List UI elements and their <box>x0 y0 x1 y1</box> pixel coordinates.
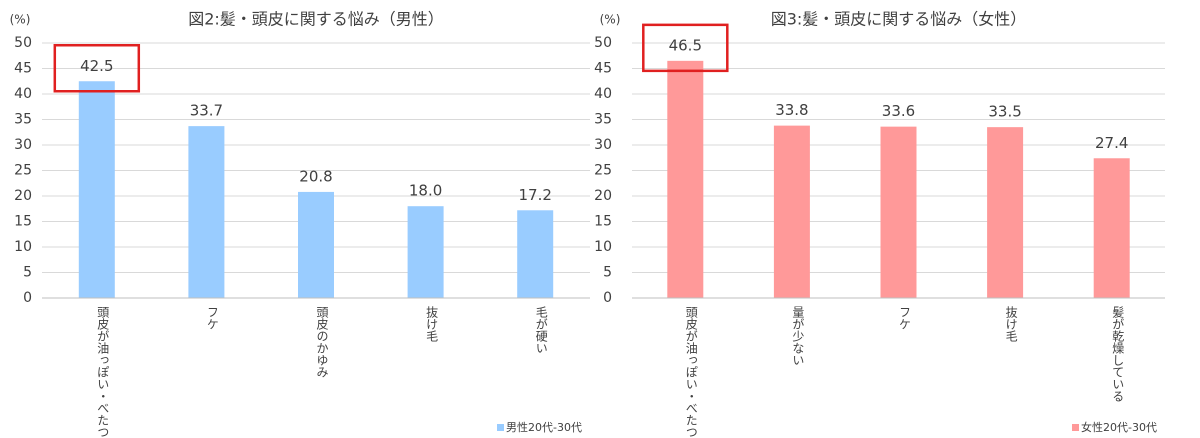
y-tick-label: 25 <box>594 163 612 179</box>
bar <box>667 60 704 298</box>
y-tick-label: 0 <box>603 290 612 306</box>
legend-swatch <box>497 424 504 431</box>
y-tick-label: 35 <box>14 112 32 128</box>
bar <box>78 81 115 298</box>
y-tick-label: 5 <box>23 265 32 281</box>
value-label: 33.6 <box>882 102 915 120</box>
y-tick-label: 20 <box>594 188 612 204</box>
bar <box>1093 158 1130 298</box>
y-tick-label: 20 <box>14 188 32 204</box>
legend-label: 女性20代-30代 <box>1081 420 1157 434</box>
y-tick-label: 10 <box>594 239 612 255</box>
value-label: 27.4 <box>1095 134 1128 152</box>
y-tick-label: 15 <box>594 214 612 230</box>
x-tick-label: 抜け毛 <box>425 306 439 342</box>
y-axis-label: (%) <box>600 13 621 27</box>
highlight-box <box>53 44 141 93</box>
value-label: 33.7 <box>190 102 223 120</box>
x-tick-label: 量が少ない <box>791 306 805 366</box>
y-tick-label: 40 <box>594 86 612 102</box>
y-tick-label: 50 <box>14 35 32 51</box>
x-tick-label: フケ <box>205 306 219 330</box>
value-label: 42.5 <box>80 57 113 75</box>
y-tick-label: 50 <box>594 35 612 51</box>
value-label: 33.5 <box>988 103 1021 121</box>
legend-swatch <box>1072 424 1079 431</box>
legend-label: 男性20代-30代 <box>506 420 582 434</box>
value-label: 33.8 <box>775 101 808 119</box>
value-label: 17.2 <box>518 186 551 204</box>
x-tick-label: フケ <box>898 306 912 330</box>
y-tick-label: 25 <box>14 163 32 179</box>
highlight-box <box>642 23 729 73</box>
y-tick-label: 40 <box>14 86 32 102</box>
bar <box>880 126 917 298</box>
y-tick-label: 0 <box>23 290 32 306</box>
y-tick-label: 5 <box>603 265 612 281</box>
y-tick-label: 30 <box>14 137 32 153</box>
y-tick-label: 30 <box>594 137 612 153</box>
x-tick-label: 抜け毛 <box>1004 306 1018 342</box>
chart-title: 図3:髪・頭皮に関する悩み（女性） <box>771 10 1027 29</box>
x-tick-label: 頭皮のかゆみ <box>315 306 329 378</box>
y-tick-label: 35 <box>594 112 612 128</box>
x-tick-label: 頭皮が油っぽい・べたつく <box>684 306 698 438</box>
y-tick-label: 15 <box>14 214 32 230</box>
value-label: 20.8 <box>299 167 332 185</box>
x-tick-label: 頭皮が油っぽい・べたつく <box>96 306 110 438</box>
y-tick-label: 45 <box>14 61 32 77</box>
x-tick-label: 髪が乾燥している <box>1111 306 1125 402</box>
bar <box>407 206 444 298</box>
bar <box>987 127 1024 299</box>
chart-title: 図2:髪・頭皮に関する悩み（男性） <box>188 10 444 29</box>
y-tick-label: 45 <box>594 61 612 77</box>
value-label: 18.0 <box>409 182 442 200</box>
y-axis-label: (%) <box>10 13 31 27</box>
bar <box>188 126 225 298</box>
bar <box>298 191 334 298</box>
bar <box>773 125 810 299</box>
y-tick-label: 10 <box>14 239 32 255</box>
x-tick-label: 毛が硬い <box>534 306 548 354</box>
bar <box>517 210 554 298</box>
value-label: 46.5 <box>669 36 702 54</box>
